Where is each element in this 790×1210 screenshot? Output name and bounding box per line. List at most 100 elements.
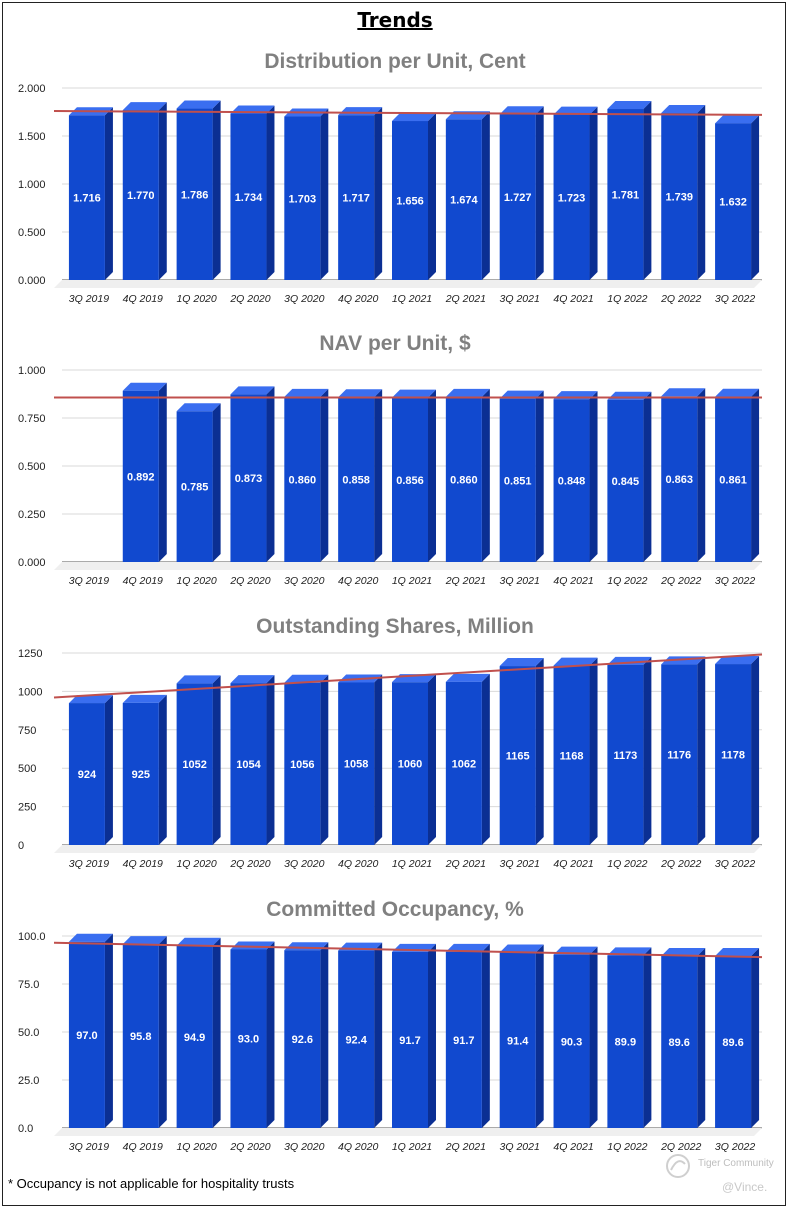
bar-side	[320, 942, 329, 1128]
x-tick-label: 3Q 2022	[715, 575, 755, 587]
bar-value-label: 1060	[398, 759, 422, 771]
bar-value-label: 0.858	[342, 475, 370, 487]
x-tick-label: 3Q 2020	[284, 293, 324, 305]
bar-front	[284, 682, 321, 845]
bar-3q-2022	[715, 115, 760, 280]
bar-side	[535, 944, 544, 1128]
bar-front	[499, 398, 536, 562]
bar-side	[158, 936, 167, 1128]
bar-4q-2021	[553, 391, 598, 562]
bar-top	[392, 389, 436, 398]
bar-top	[661, 388, 706, 397]
bar-top	[176, 403, 221, 412]
x-tick-label: 4Q 2019	[123, 293, 163, 305]
bar-3q-2022	[715, 947, 760, 1128]
bar-front	[230, 949, 267, 1128]
chart-svg-1: NAV per Unit, $ 0.000 0.250 0.500 0.750 1.000…	[18, 332, 762, 587]
bar-front	[176, 108, 213, 280]
y-tick-label: 50.0	[18, 1027, 39, 1039]
bar-top	[122, 936, 167, 945]
bar-top	[553, 106, 598, 115]
bar-value-label: 1.656	[396, 196, 424, 208]
bar-value-label: 1054	[236, 759, 261, 771]
x-tick-label: 1Q 2020	[176, 1141, 216, 1153]
bar-value-label: 0.851	[504, 475, 532, 487]
bar-front	[284, 396, 321, 562]
watermark-brand: Tiger Community	[698, 1158, 774, 1169]
bar-top	[176, 675, 221, 684]
bar-4q-2021	[553, 106, 598, 280]
x-tick-label: 1Q 2021	[392, 1141, 432, 1153]
x-tick-label: 3Q 2020	[284, 575, 324, 587]
x-tick-label: 4Q 2019	[123, 1141, 163, 1153]
tiger-logo-icon	[666, 1154, 690, 1178]
bar-front	[607, 109, 644, 280]
bar-side	[266, 105, 275, 280]
bar-top	[230, 675, 275, 684]
bar-top	[68, 695, 113, 704]
bar-value-label: 1.786	[181, 189, 209, 201]
bar-value-label: 1.781	[612, 190, 640, 202]
bar-value-label: 90.3	[561, 1036, 582, 1048]
bar-top	[122, 102, 167, 111]
bar-top	[499, 106, 544, 115]
bar-top	[122, 382, 167, 391]
floor-plane	[54, 280, 762, 288]
x-tick-label: 2Q 2021	[445, 293, 486, 305]
bar-2q-2020	[230, 105, 275, 280]
y-tick-label: 750	[18, 725, 36, 737]
committed-occupancy-chart: Committed Occupancy, % 0.0 25.0 50.0 75.0 100…	[0, 888, 790, 1183]
x-tick-label: 1Q 2022	[607, 858, 647, 870]
bar-front	[445, 951, 482, 1128]
bar-side	[428, 389, 436, 562]
y-tick-label: 2.000	[18, 83, 46, 95]
bar-value-label: 0.892	[127, 471, 155, 483]
bar-value-label: 89.6	[669, 1037, 690, 1049]
bar-front	[176, 411, 213, 562]
x-tick-label: 4Q 2019	[123, 575, 163, 587]
bar-1q-2020	[176, 403, 221, 562]
chart-title: NAV per Unit, $	[319, 332, 471, 355]
bar-value-label: 924	[78, 769, 97, 781]
trendline	[53, 653, 763, 699]
bar-side	[212, 403, 221, 562]
bar-front	[661, 955, 698, 1128]
bar-value-label: 1.703	[289, 193, 317, 205]
bar-front	[607, 664, 644, 845]
bar-side	[643, 656, 652, 845]
bar-value-label: 1.717	[342, 193, 370, 205]
x-tick-label: 4Q 2021	[553, 293, 593, 305]
bar-front	[338, 397, 375, 562]
distribution-per-unit-chart: Distribution per Unit, Cent 0.000 0.500 1.0…	[0, 40, 790, 335]
x-tick-label: 4Q 2021	[553, 575, 593, 587]
bar-side	[697, 388, 706, 562]
y-tick-label: 0	[18, 840, 24, 852]
bar-side	[320, 388, 329, 562]
nav-per-unit-chart: NAV per Unit, $ 0.000 0.250 0.500 0.750 1.000…	[0, 322, 790, 617]
bar-4q-2020	[338, 942, 383, 1128]
bar-front	[445, 681, 482, 845]
y-tick-label: 0.0	[18, 1123, 33, 1135]
bar-front	[392, 682, 428, 845]
bar-3q-2019	[68, 933, 113, 1128]
y-tick-label: 25.0	[18, 1075, 39, 1087]
x-tick-label: 2Q 2020	[229, 293, 270, 305]
y-tick-label: 1.500	[18, 131, 46, 143]
x-tick-label: 3Q 2021	[500, 1141, 540, 1153]
bar-side	[158, 382, 167, 562]
bar-side	[212, 937, 221, 1128]
x-tick-label: 3Q 2022	[715, 1141, 755, 1153]
bar-front	[122, 110, 159, 280]
bar-side	[697, 947, 706, 1128]
bar-side	[266, 675, 275, 845]
bar-front	[715, 123, 752, 280]
bar-side	[643, 947, 652, 1128]
bar-value-label: 0.860	[289, 474, 317, 486]
y-tick-label: 500	[18, 763, 36, 775]
bar-2q-2020	[230, 941, 275, 1128]
bar-2q-2020	[230, 675, 275, 845]
bar-side	[481, 111, 490, 281]
y-tick-label: 0.250	[18, 509, 46, 521]
x-tick-label: 2Q 2022	[660, 858, 701, 870]
x-tick-label: 1Q 2022	[607, 293, 647, 305]
